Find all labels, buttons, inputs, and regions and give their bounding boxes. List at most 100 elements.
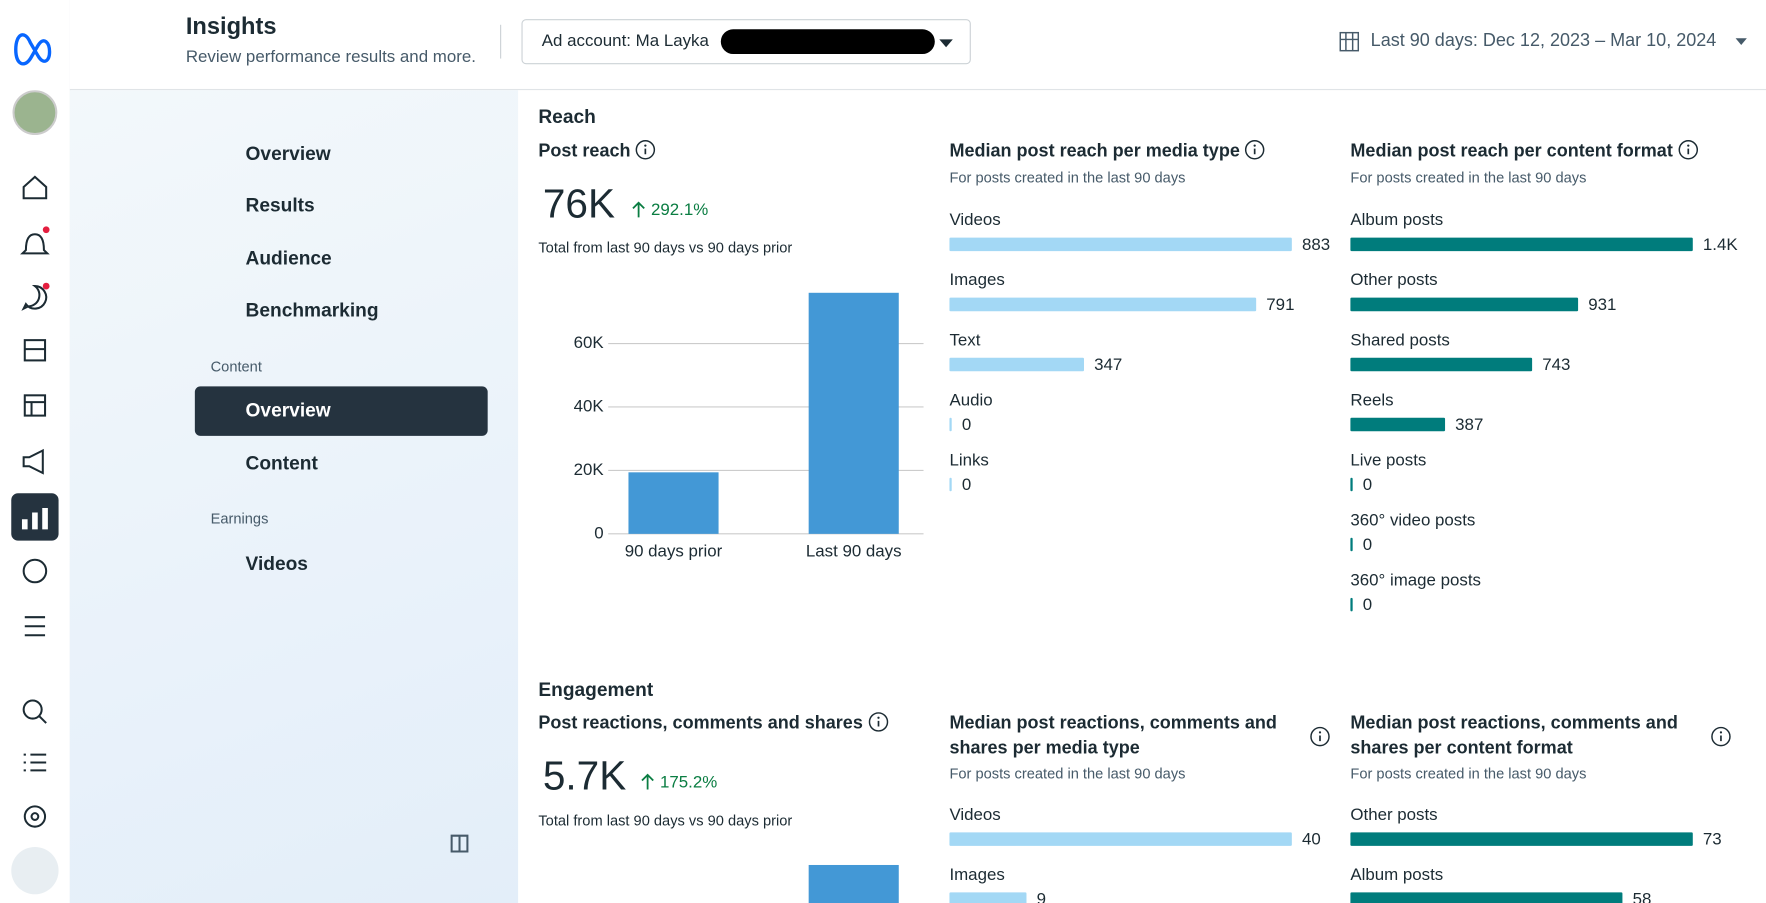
cut-off-bar — [808, 864, 899, 903]
value-label: 0 — [962, 415, 971, 434]
bar — [949, 892, 1027, 903]
nav-item[interactable]: Results — [245, 194, 315, 217]
category-label: Text — [949, 330, 980, 349]
category-label: Reels — [1350, 390, 1393, 409]
category-label: Videos — [949, 210, 1000, 229]
value-label: 743 — [1542, 355, 1570, 374]
chart-title-text: Median post reach per media type — [949, 141, 1240, 162]
category-label: Other posts — [1350, 805, 1437, 824]
nav-panel — [69, 90, 519, 903]
kpi-change: 292.1% — [650, 200, 709, 220]
ad-account: Ad account: Ma Layka — [541, 31, 709, 51]
bar — [949, 297, 1257, 312]
value-label: 387 — [1455, 415, 1483, 434]
category-label: Other posts — [1350, 270, 1437, 289]
info-icon[interactable] — [1678, 140, 1698, 160]
kpi-title-text: Post reactions, comments and shares — [538, 714, 863, 734]
bar — [1350, 477, 1353, 492]
value-label: 883 — [1302, 235, 1330, 254]
bar — [1350, 892, 1623, 903]
category-label: Album posts — [1350, 865, 1443, 884]
kpi-note: Total from last 90 days vs 90 days prior — [538, 238, 793, 256]
category-label: Images — [949, 270, 1004, 289]
bar — [949, 477, 952, 492]
chart-title: Median post reactions, comments and shar… — [1350, 714, 1678, 758]
bar — [1350, 537, 1353, 552]
bar — [1350, 832, 1693, 846]
chart-subtitle: For posts created in the last 90 days — [1350, 764, 1587, 782]
bar — [949, 357, 1085, 372]
nav-item[interactable]: Audience — [245, 247, 332, 270]
category-label: Images — [949, 865, 1004, 884]
category-label: 360° image posts — [1350, 570, 1481, 589]
chart-title-text: Median post reach per content format — [1350, 141, 1673, 162]
chart-title-text: Post reach — [538, 141, 631, 162]
value-label: 791 — [1266, 295, 1294, 314]
value-label: 1.4K — [1703, 235, 1738, 254]
x-tick-label: 90 days prior — [625, 541, 723, 560]
chart-title: Median post reach per content format — [1350, 140, 1755, 165]
chart-title: Median post reach per media type — [949, 140, 1332, 165]
value-label: 0 — [1363, 475, 1372, 494]
value-label: 73 — [1703, 830, 1722, 849]
nav-active[interactable] — [194, 386, 488, 436]
bar — [1350, 417, 1446, 432]
bar — [1350, 357, 1533, 372]
bar — [1350, 597, 1353, 612]
info-icon[interactable] — [868, 712, 888, 732]
value-label: 9 — [1037, 890, 1046, 903]
page-subtitle: Review performance results and more. — [185, 47, 476, 67]
category-label: Shared posts — [1350, 330, 1449, 349]
category-label: Videos — [949, 805, 1000, 824]
nav-heading: Content — [210, 358, 262, 376]
value-label: 40 — [1302, 830, 1321, 849]
nav-item[interactable]: Videos — [245, 553, 308, 575]
x-tick-label: Last 90 days — [806, 541, 902, 560]
chart-subtitle: For posts created in the last 90 days — [949, 168, 1186, 186]
chart-subtitle: For posts created in the last 90 days — [1350, 168, 1587, 186]
info-icon[interactable] — [1245, 140, 1265, 160]
category-label: 360° video posts — [1350, 510, 1475, 529]
value-label: 0 — [1363, 535, 1372, 554]
bar — [808, 292, 899, 534]
value-label: 58 — [1633, 890, 1652, 903]
kpi-value: 5.7K — [542, 752, 627, 799]
bar — [1350, 237, 1693, 252]
redaction — [720, 29, 935, 55]
kpi-change: 175.2% — [659, 772, 718, 792]
nav-item[interactable]: Overview — [245, 399, 331, 422]
y-tick-label: 0 — [594, 523, 603, 542]
value-label: 0 — [962, 475, 971, 494]
kpi-value: 76K — [542, 180, 616, 227]
nav-heading: Earnings — [210, 510, 269, 528]
chart-title: Post reach — [538, 140, 656, 165]
bar — [1350, 297, 1579, 312]
page-title: Insights — [185, 13, 277, 40]
chart-title: Median post reactions, comments and shar… — [949, 714, 1277, 758]
info-icon[interactable] — [1310, 726, 1330, 747]
rail-icons — [11, 31, 1747, 895]
section-heading: Engagement — [538, 679, 654, 701]
y-tick-label: 20K — [574, 460, 605, 479]
value-label: 931 — [1588, 295, 1616, 314]
info-icon[interactable] — [1711, 726, 1731, 747]
bar — [949, 832, 1292, 846]
nav-item[interactable]: Benchmarking — [245, 299, 379, 321]
nav-item[interactable]: Overview — [245, 143, 331, 165]
divider — [500, 24, 502, 59]
date-range[interactable]: Last 90 days: Dec 12, 2023 – Mar 10, 202… — [1370, 31, 1717, 51]
up-arrow — [632, 201, 645, 218]
category-label: Live posts — [1350, 450, 1426, 469]
category-label: Links — [949, 450, 988, 469]
nav-item[interactable]: Content — [245, 452, 318, 475]
category-label: Album posts — [1350, 210, 1443, 229]
value-label: 0 — [1363, 595, 1372, 614]
section-heading: Reach — [538, 105, 596, 128]
y-tick-label: 40K — [574, 396, 605, 415]
kpi-note: Total from last 90 days vs 90 days prior — [538, 812, 793, 829]
info-icon[interactable] — [635, 140, 656, 160]
chart-subtitle: For posts created in the last 90 days — [949, 764, 1186, 782]
ad-account-select[interactable] — [521, 19, 971, 65]
